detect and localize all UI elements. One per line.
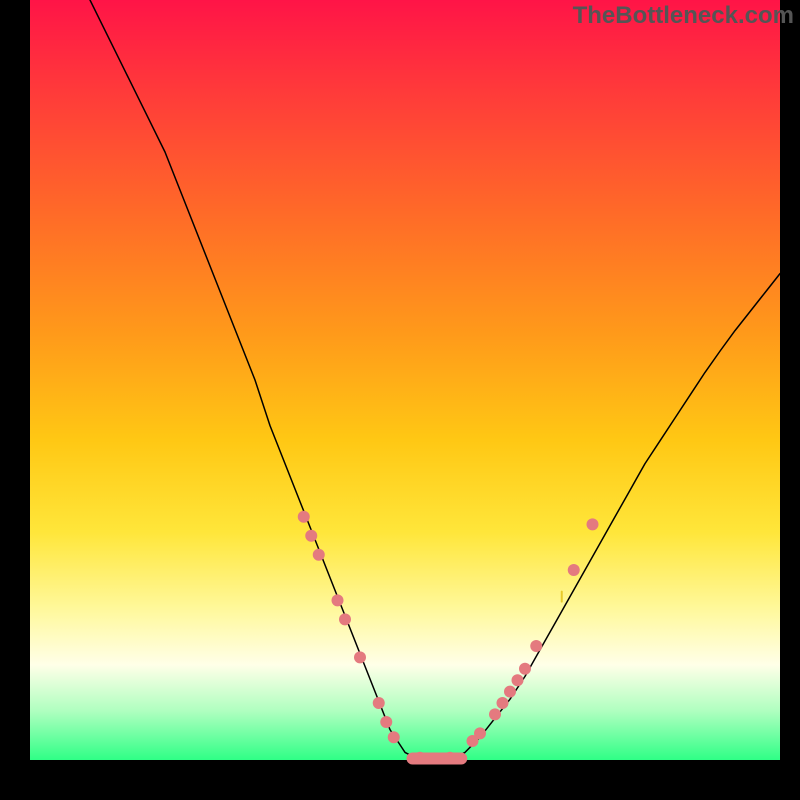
curve-marker	[332, 594, 344, 606]
curve-marker	[298, 511, 310, 523]
curve-marker	[489, 708, 501, 720]
curve-marker	[305, 530, 317, 542]
curve-marker	[313, 549, 325, 561]
curve-marker	[512, 674, 524, 686]
curve-marker	[380, 716, 392, 728]
chart-svg	[0, 0, 800, 800]
curve-marker	[587, 518, 599, 530]
curve-marker	[429, 752, 441, 764]
curve-marker	[373, 697, 385, 709]
curve-marker	[388, 731, 400, 743]
curve-marker	[497, 697, 509, 709]
curve-marker	[504, 686, 516, 698]
curve-marker	[444, 752, 456, 764]
curve-marker	[530, 640, 542, 652]
curve-marker	[339, 613, 351, 625]
plot-background	[30, 0, 780, 760]
bottleneck-chart: TheBottleneck.com	[0, 0, 800, 800]
curve-marker	[354, 651, 366, 663]
curve-marker	[474, 727, 486, 739]
curve-marker	[414, 752, 426, 764]
curve-marker	[519, 663, 531, 675]
curve-marker	[568, 564, 580, 576]
